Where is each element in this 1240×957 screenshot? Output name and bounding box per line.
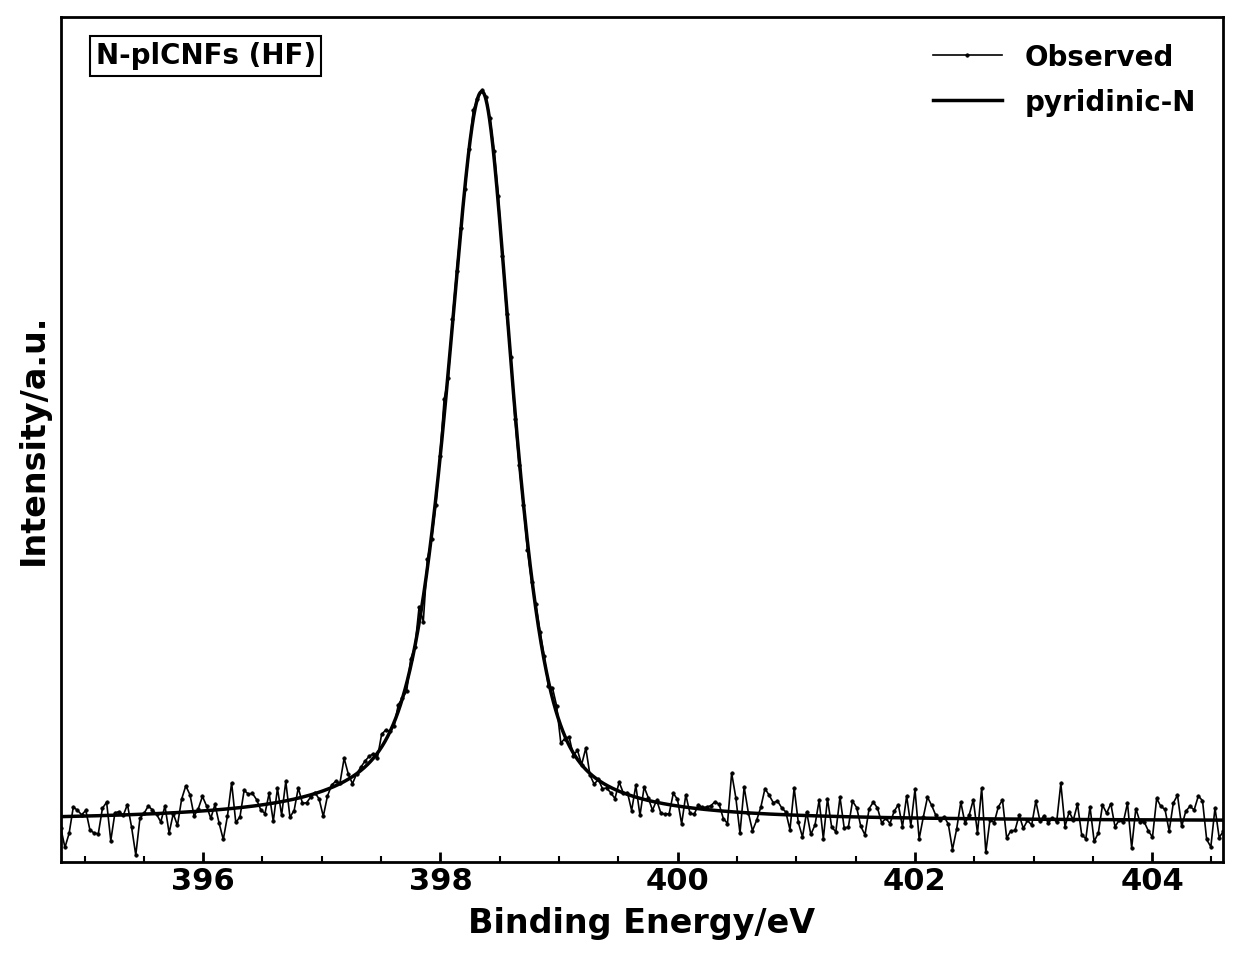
Observed: [620, 787, 635, 798]
pyridinic-N: [1068, 813, 1083, 825]
Text: N-plCNFs (HF): N-plCNFs (HF): [95, 42, 316, 70]
Observed: [129, 849, 144, 860]
Observed: [1028, 795, 1043, 807]
pyridinic-N: [53, 811, 68, 822]
Legend: Observed, pyridinic-N: Observed, pyridinic-N: [919, 31, 1209, 131]
pyridinic-N: [549, 710, 564, 722]
pyridinic-N: [1216, 814, 1231, 826]
pyridinic-N: [500, 306, 515, 318]
Observed: [53, 822, 68, 834]
pyridinic-N: [1193, 814, 1208, 826]
Observed: [724, 768, 739, 779]
Observed: [1216, 826, 1231, 837]
Line: pyridinic-N: pyridinic-N: [61, 92, 1224, 820]
Observed: [474, 85, 489, 97]
Y-axis label: Intensity/a.u.: Intensity/a.u.: [16, 314, 50, 566]
Line: Observed: Observed: [60, 89, 1225, 857]
pyridinic-N: [475, 86, 490, 98]
Observed: [1021, 814, 1035, 826]
pyridinic-N: [186, 806, 201, 817]
pyridinic-N: [255, 799, 270, 811]
Observed: [779, 806, 794, 817]
Observed: [237, 785, 252, 796]
X-axis label: Binding Energy/eV: Binding Energy/eV: [469, 907, 816, 941]
